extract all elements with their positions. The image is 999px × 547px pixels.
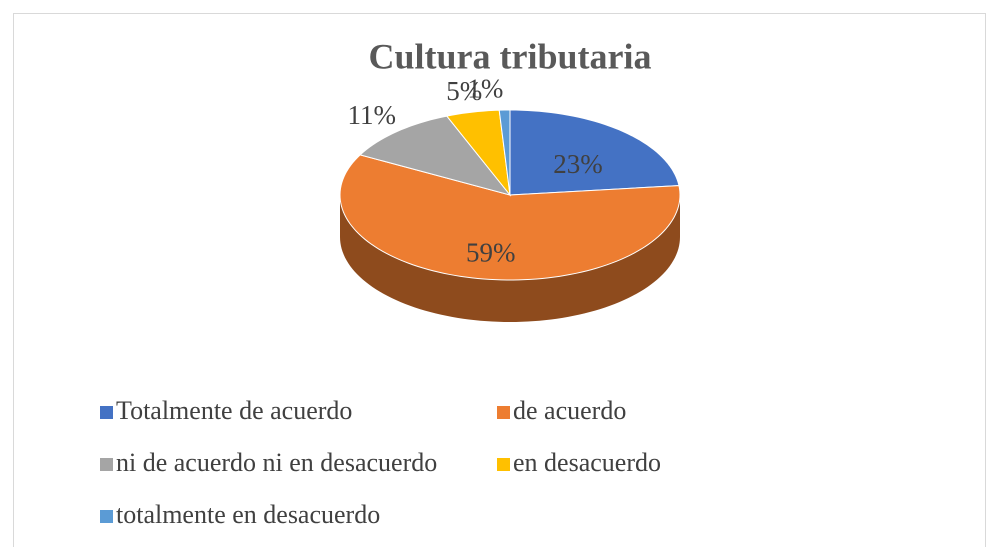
slice [498,109,511,196]
data-label: 11% [347,100,396,130]
slice [509,109,680,196]
legend-swatch [100,406,113,419]
slice [339,154,681,281]
legend-label: en desacuerdo [513,448,661,477]
data-label: 59% [466,237,516,267]
slice [359,115,512,196]
legend-label: Totalmente de acuerdo [116,396,352,425]
data-label: 23% [553,149,603,179]
legend-label: totalmente en desacuerdo [116,500,380,529]
legend-label: ni de acuerdo ni en desacuerdo [116,448,437,477]
slice [445,109,511,197]
legend-swatch [497,458,510,471]
slice-side [340,195,680,322]
legend-swatch [497,406,510,419]
data-label: 1% [467,74,503,104]
legend-swatch [100,510,113,523]
legend-label: de acuerdo [513,396,626,425]
data-label: 5% [446,76,482,106]
chart-title: Cultura tributaria [369,36,652,76]
legend-swatch [100,458,113,471]
